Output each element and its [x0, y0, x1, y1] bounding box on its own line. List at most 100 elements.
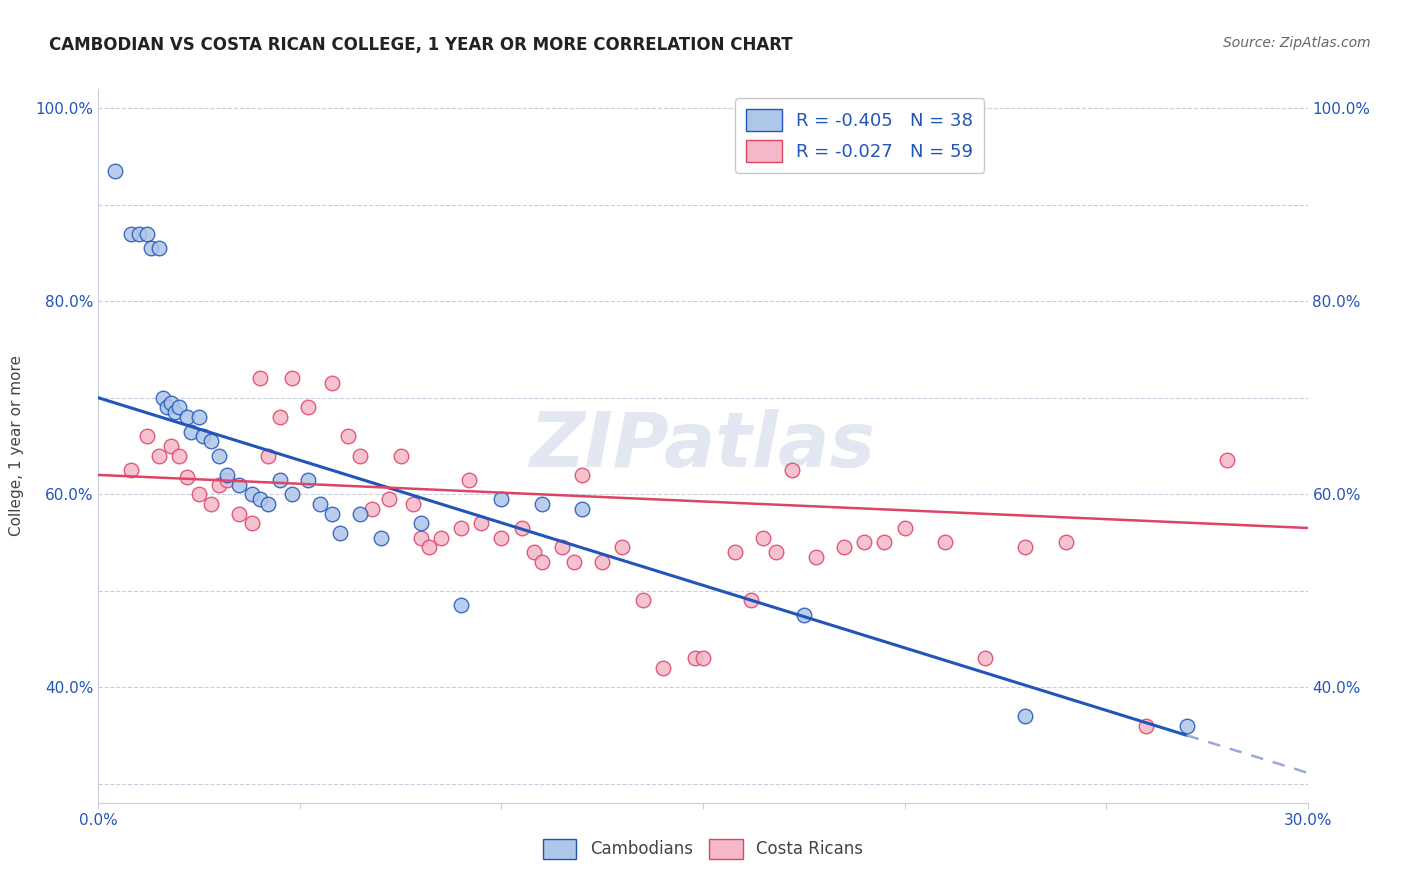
- Point: [562, 555, 585, 569]
- Point: [389, 449, 412, 463]
- Point: [631, 593, 654, 607]
- Point: [651, 661, 673, 675]
- Point: [128, 227, 150, 241]
- Point: [510, 521, 533, 535]
- Point: [148, 449, 170, 463]
- Point: [176, 470, 198, 484]
- Point: [188, 410, 211, 425]
- Point: [832, 541, 855, 555]
- Point: [370, 531, 392, 545]
- Point: [523, 545, 546, 559]
- Point: [740, 593, 762, 607]
- Point: [156, 401, 179, 415]
- Point: [321, 507, 343, 521]
- Point: [135, 429, 157, 443]
- Point: [217, 473, 239, 487]
- Point: [240, 516, 263, 530]
- Point: [152, 391, 174, 405]
- Point: [934, 535, 956, 549]
- Point: [612, 541, 634, 555]
- Point: [249, 371, 271, 385]
- Point: [139, 241, 162, 255]
- Point: [974, 651, 997, 665]
- Point: [409, 516, 432, 530]
- Point: [200, 497, 222, 511]
- Point: [1175, 719, 1198, 733]
- Text: CAMBODIAN VS COSTA RICAN COLLEGE, 1 YEAR OR MORE CORRELATION CHART: CAMBODIAN VS COSTA RICAN COLLEGE, 1 YEAR…: [49, 36, 793, 54]
- Point: [491, 531, 513, 545]
- Point: [188, 487, 211, 501]
- Point: [163, 405, 186, 419]
- Point: [176, 410, 198, 425]
- Point: [873, 535, 896, 549]
- Point: [208, 449, 231, 463]
- Point: [309, 497, 332, 511]
- Point: [1054, 535, 1077, 549]
- Point: [240, 487, 263, 501]
- Point: [591, 555, 613, 569]
- Point: [349, 507, 371, 521]
- Point: [793, 607, 815, 622]
- Y-axis label: College, 1 year or more: College, 1 year or more: [10, 356, 24, 536]
- Point: [361, 501, 384, 516]
- Point: [1014, 709, 1036, 723]
- Legend: Cambodians, Costa Ricans: Cambodians, Costa Ricans: [536, 832, 870, 866]
- Point: [377, 491, 399, 506]
- Point: [349, 449, 371, 463]
- Point: [329, 525, 352, 540]
- Point: [269, 410, 291, 425]
- Point: [256, 497, 278, 511]
- Point: [551, 541, 574, 555]
- Point: [692, 651, 714, 665]
- Point: [208, 477, 231, 491]
- Point: [683, 651, 706, 665]
- Point: [571, 467, 593, 482]
- Point: [450, 598, 472, 612]
- Point: [752, 531, 775, 545]
- Point: [458, 473, 481, 487]
- Point: [853, 535, 876, 549]
- Point: [180, 425, 202, 439]
- Point: [256, 449, 278, 463]
- Point: [297, 473, 319, 487]
- Point: [402, 497, 425, 511]
- Point: [135, 227, 157, 241]
- Point: [103, 164, 125, 178]
- Point: [418, 541, 440, 555]
- Point: [450, 521, 472, 535]
- Point: [160, 395, 183, 409]
- Point: [200, 434, 222, 449]
- Text: Source: ZipAtlas.com: Source: ZipAtlas.com: [1223, 36, 1371, 50]
- Point: [571, 501, 593, 516]
- Point: [148, 241, 170, 255]
- Point: [893, 521, 915, 535]
- Point: [297, 401, 319, 415]
- Point: [167, 449, 190, 463]
- Point: [1135, 719, 1157, 733]
- Point: [724, 545, 747, 559]
- Point: [409, 531, 432, 545]
- Point: [228, 507, 250, 521]
- Point: [281, 371, 304, 385]
- Point: [430, 531, 453, 545]
- Point: [269, 473, 291, 487]
- Point: [217, 467, 239, 482]
- Point: [804, 549, 827, 564]
- Text: ZIPatlas: ZIPatlas: [530, 409, 876, 483]
- Point: [321, 376, 343, 391]
- Point: [120, 227, 142, 241]
- Point: [530, 555, 553, 569]
- Point: [780, 463, 803, 477]
- Point: [337, 429, 360, 443]
- Point: [1014, 541, 1036, 555]
- Point: [281, 487, 304, 501]
- Point: [249, 491, 271, 506]
- Point: [193, 429, 215, 443]
- Point: [491, 491, 513, 506]
- Point: [167, 401, 190, 415]
- Point: [765, 545, 787, 559]
- Point: [228, 477, 250, 491]
- Point: [530, 497, 553, 511]
- Point: [1216, 453, 1239, 467]
- Point: [160, 439, 183, 453]
